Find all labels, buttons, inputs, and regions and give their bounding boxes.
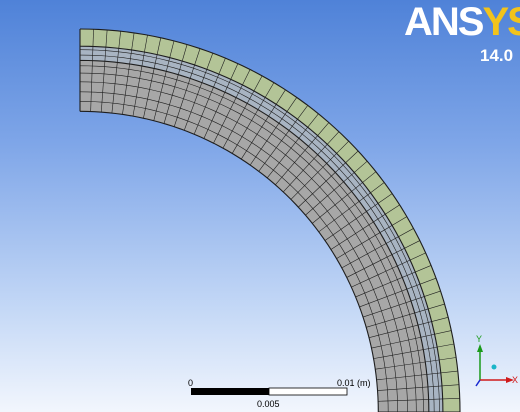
mesh-radial-line bbox=[183, 53, 214, 131]
mesh-radial-line bbox=[346, 240, 420, 278]
mesh-radial-line bbox=[298, 150, 359, 208]
mesh-radial-line bbox=[362, 290, 441, 318]
mesh-radial-line bbox=[111, 31, 121, 114]
mesh-radial-line bbox=[366, 303, 445, 328]
mesh-radial-line bbox=[90, 29, 94, 112]
scale-bar bbox=[191, 387, 348, 396]
mesh-radial-line bbox=[163, 44, 188, 124]
mesh-radial-line bbox=[153, 40, 175, 121]
scale-label-mid: 0.005 bbox=[257, 399, 280, 409]
mesh-radial-line bbox=[324, 193, 393, 241]
mesh-radial-line bbox=[283, 131, 340, 193]
axis-triad[interactable] bbox=[475, 344, 514, 387]
y-axis-label: Y bbox=[476, 334, 483, 344]
mesh-radial-line bbox=[359, 277, 437, 308]
mesh-radial-line bbox=[275, 122, 330, 185]
mesh-radial-line bbox=[312, 171, 377, 224]
mesh-radial-line bbox=[122, 32, 135, 115]
version-label: 14.0 bbox=[480, 46, 514, 65]
mesh-radial-line bbox=[222, 75, 263, 149]
mesh-radial-line bbox=[375, 357, 457, 370]
mesh-radial-line bbox=[241, 89, 286, 160]
mesh-radial-line bbox=[132, 35, 148, 117]
mesh-radial-line bbox=[318, 182, 385, 233]
mesh-radial-line bbox=[213, 69, 251, 144]
triad-isometric-ball-icon[interactable] bbox=[491, 364, 497, 370]
scale-label-end: 0.01 (m) bbox=[337, 378, 371, 388]
y-axis-arrow-icon bbox=[477, 344, 483, 352]
mesh-radial-line bbox=[378, 398, 460, 402]
logo-brand-main: ANS bbox=[404, 0, 484, 44]
scale-bar-white-segment bbox=[268, 387, 348, 396]
mesh-radial-line bbox=[368, 316, 449, 338]
mesh-radial-line bbox=[290, 140, 349, 200]
mesh-radial-line bbox=[100, 29, 108, 113]
mesh-radial-line bbox=[249, 97, 297, 166]
mesh-radial-line bbox=[266, 113, 319, 179]
z-axis-line bbox=[475, 379, 481, 387]
mesh-radial-line bbox=[173, 48, 201, 127]
mesh-radial-line bbox=[193, 58, 226, 135]
mesh-radial-line bbox=[341, 228, 414, 269]
scale-bar-black-segment bbox=[191, 388, 269, 395]
mesh-radial-line bbox=[377, 384, 460, 391]
scale-label-zero: 0 bbox=[188, 378, 194, 388]
mesh-radial-line bbox=[305, 160, 368, 216]
ansys-logo: ANSYS bbox=[404, 2, 520, 42]
mesh-radial-line bbox=[330, 204, 400, 250]
mesh-radial-line bbox=[231, 82, 275, 154]
mesh-radial-line bbox=[203, 63, 239, 139]
mesh-radial-line bbox=[143, 37, 162, 119]
mesh-radial-line bbox=[351, 252, 426, 288]
mesh-radial-line bbox=[371, 330, 452, 349]
x-axis-arrow-icon bbox=[506, 377, 514, 383]
logo-brand-tail: YS bbox=[482, 0, 520, 44]
x-axis-label: X bbox=[512, 375, 519, 385]
mesh-radial-line bbox=[355, 265, 432, 298]
mesh-radial-line bbox=[376, 370, 458, 381]
mesh-radial-line bbox=[258, 105, 308, 172]
inner-layer-region[interactable] bbox=[80, 60, 429, 412]
mesh-radial-line bbox=[373, 343, 455, 359]
mesh-radial-line bbox=[336, 216, 407, 259]
